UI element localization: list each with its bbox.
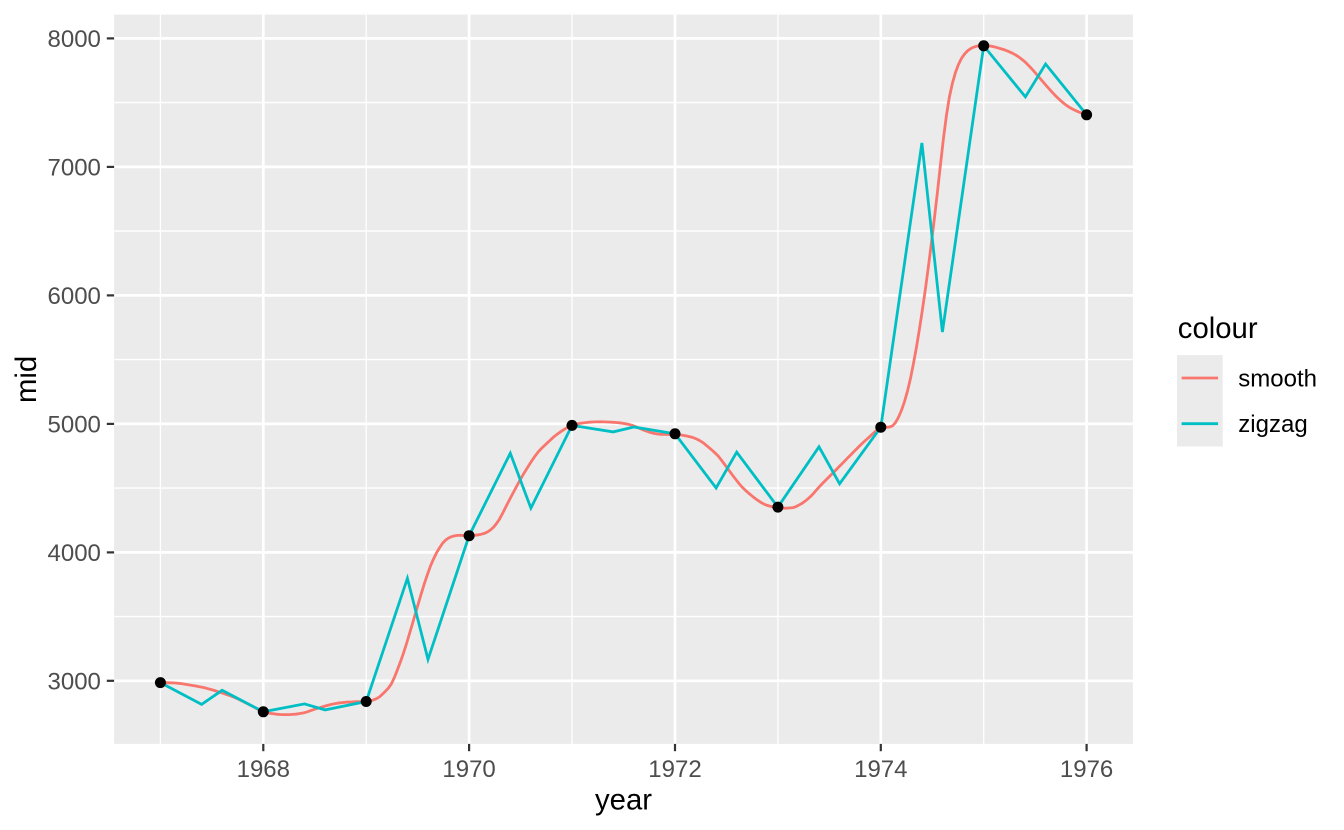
- svg-text:5000: 5000: [48, 412, 101, 439]
- svg-text:year: year: [595, 783, 652, 816]
- svg-text:1970: 1970: [442, 756, 495, 783]
- svg-text:zigzag: zigzag: [1238, 411, 1307, 438]
- svg-text:1968: 1968: [237, 756, 290, 783]
- svg-text:smooth: smooth: [1238, 366, 1317, 393]
- svg-text:1974: 1974: [854, 756, 907, 783]
- svg-text:1972: 1972: [648, 756, 701, 783]
- svg-text:colour: colour: [1178, 312, 1258, 345]
- svg-text:7000: 7000: [48, 155, 101, 182]
- svg-text:mid: mid: [10, 356, 43, 403]
- svg-text:4000: 4000: [48, 540, 101, 567]
- svg-text:1976: 1976: [1060, 756, 1113, 783]
- svg-text:8000: 8000: [48, 26, 101, 53]
- svg-text:6000: 6000: [48, 283, 101, 310]
- svg-text:3000: 3000: [48, 668, 101, 695]
